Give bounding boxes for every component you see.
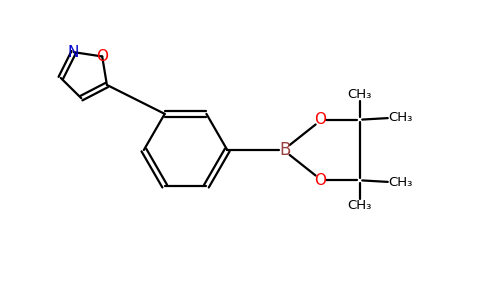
- Text: O: O: [315, 173, 327, 188]
- Text: CH₃: CH₃: [348, 88, 372, 100]
- Text: CH₃: CH₃: [388, 176, 413, 189]
- Text: CH₃: CH₃: [348, 200, 372, 212]
- Text: O: O: [315, 112, 327, 127]
- Text: B: B: [279, 141, 290, 159]
- Text: O: O: [96, 49, 108, 64]
- Text: CH₃: CH₃: [388, 111, 413, 124]
- Text: N: N: [68, 45, 79, 60]
